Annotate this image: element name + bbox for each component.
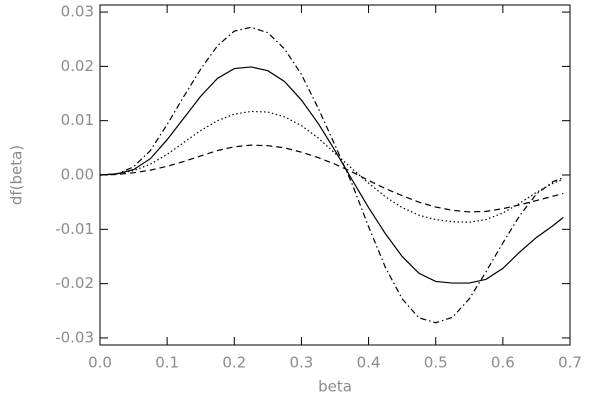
y-axis-label: df(beta) — [8, 145, 26, 205]
y-tick-label: 0.01 — [61, 111, 94, 129]
x-tick-label: 0.0 — [88, 354, 112, 372]
y-tick-label: -0.01 — [55, 220, 94, 238]
x-tick-label: 0.1 — [155, 354, 179, 372]
x-tick-label: 0.4 — [357, 354, 381, 372]
x-tick-label: 0.2 — [222, 354, 246, 372]
x-tick-label: 0.5 — [424, 354, 448, 372]
series-line — [99, 144, 564, 213]
y-tick-label: 0.03 — [61, 3, 94, 21]
y-tick-label: 0.02 — [61, 57, 94, 75]
x-tick-label: 0.6 — [491, 354, 515, 372]
y-tick-label: -0.02 — [55, 274, 94, 292]
series-line — [99, 66, 564, 284]
x-tick-label: 0.7 — [558, 354, 582, 372]
x-tick-label: 0.3 — [289, 354, 313, 372]
series-line — [99, 26, 564, 324]
plot-frame — [99, 4, 571, 346]
x-axis-label: beta — [318, 378, 352, 396]
series-line — [99, 110, 564, 223]
y-tick-label: 0.00 — [61, 166, 94, 184]
y-tick-label: -0.03 — [55, 328, 94, 346]
